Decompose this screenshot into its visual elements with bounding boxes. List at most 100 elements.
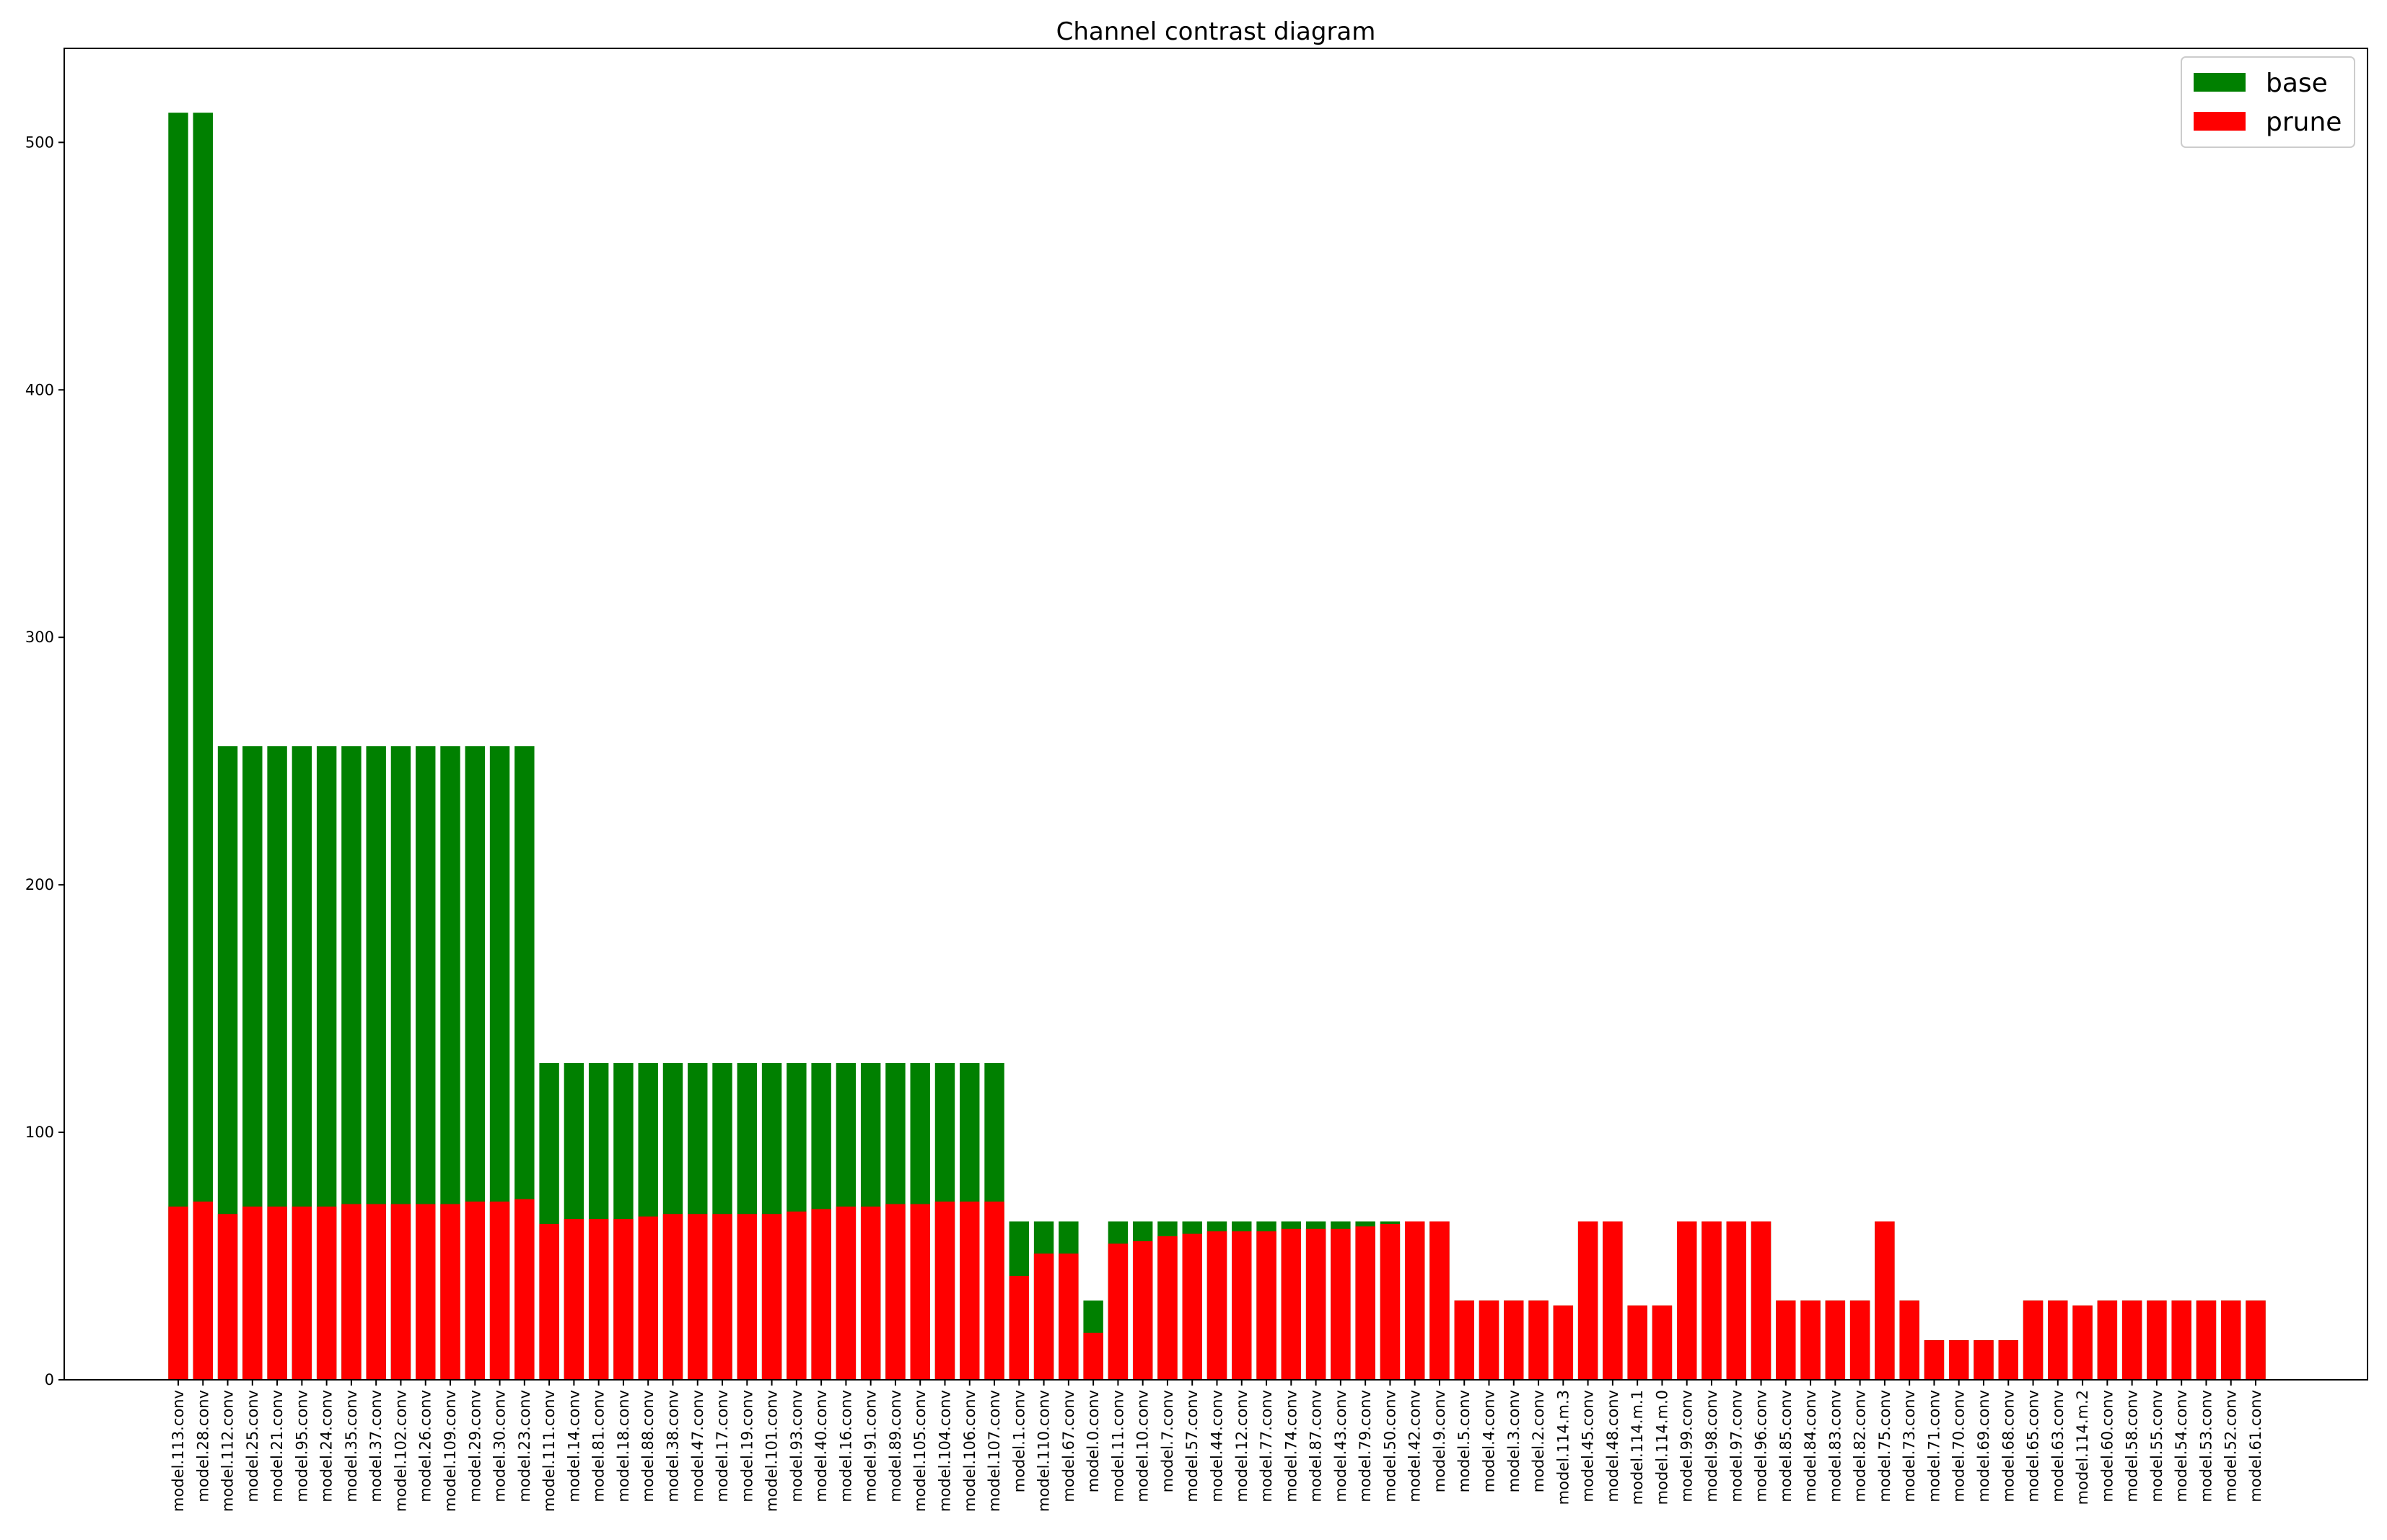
bar-prune-15 [539,1223,559,1380]
bar-prune-40 [1157,1236,1178,1380]
bar-prune-37 [1083,1332,1103,1380]
x-tick-label: model.99.conv [1678,1390,1696,1502]
x-tick-label: model.96.conv [1753,1390,1770,1502]
x-tick-label: model.91.conv [862,1390,880,1502]
x-tick-label: model.69.conv [1975,1390,1992,1502]
x-tick-label: model.21.conv [268,1390,286,1502]
bar-prune-70 [1899,1300,1919,1380]
bar-prune-27 [836,1206,857,1380]
legend-swatch-prune [2194,112,2246,131]
bar-prune-66 [1800,1300,1821,1380]
bar-prune-62 [1701,1221,1722,1380]
bar-prune-63 [1726,1221,1746,1380]
bar-prune-6 [316,1206,337,1380]
bar-prune-1 [193,1202,213,1380]
x-tick-label: model.5.conv [1455,1390,1473,1492]
x-tick-label: model.26.conv [417,1390,434,1502]
x-tick-label: model.16.conv [837,1390,854,1502]
x-tick-label: model.57.conv [1183,1390,1201,1502]
y-tick-label: 300 [25,629,54,646]
bar-prune-53 [1479,1300,1499,1380]
bar-prune-36 [1059,1254,1079,1380]
x-tick-label: model.23.conv [516,1390,533,1502]
bar-prune-52 [1454,1300,1474,1380]
bar-prune-9 [390,1204,411,1380]
x-tick-label: model.114.m.3 [1554,1390,1572,1505]
chart-title: Channel contrast diagram [1056,17,1376,46]
plot-frame [63,48,2368,1381]
bar-prune-5 [292,1206,312,1380]
x-tick-label: model.88.conv [639,1390,657,1502]
bar-prune-41 [1182,1233,1202,1380]
x-tick-label: model.3.conv [1505,1390,1523,1492]
x-tick-label: model.87.conv [1308,1390,1325,1502]
y-axis: 0 100 200 300 400 500 [25,134,64,1388]
x-tick-label: model.97.conv [1727,1390,1745,1502]
bar-prune-47 [1331,1228,1351,1380]
bar-prune-72 [1949,1340,1969,1380]
bar-prune-23 [737,1214,758,1380]
bar-prune-65 [1776,1300,1796,1380]
bar-prune-59 [1627,1305,1647,1380]
bar-prune-81 [2171,1300,2191,1380]
bar-prune-22 [712,1214,732,1380]
x-tick-label: model.68.conv [2000,1390,2017,1502]
bar-prune-20 [662,1214,683,1380]
x-tick-label: model.85.conv [1777,1390,1795,1502]
x-tick-label: model.110.conv [1035,1390,1053,1512]
bar-prune-73 [1974,1340,1994,1380]
x-tick-label: model.63.conv [2049,1390,2067,1502]
bar-prune-58 [1603,1221,1623,1380]
bar-prune-84 [2246,1300,2266,1380]
x-tick-label: model.112.conv [219,1390,237,1512]
x-tick-label: model.52.conv [2222,1390,2240,1502]
y-tick-label: 100 [25,1124,54,1141]
bar-prune-82 [2196,1300,2217,1380]
bar-prune-68 [1849,1300,1870,1380]
x-tick-label: model.35.conv [343,1390,360,1502]
bar-prune-17 [588,1219,609,1380]
x-tick-label: model.104.conv [936,1390,953,1512]
x-tick-label: model.14.conv [565,1390,582,1502]
bar-prune-18 [613,1219,634,1380]
x-tick-label: model.83.conv [1826,1390,1844,1502]
bar-prune-28 [860,1206,881,1380]
bar-prune-35 [1033,1254,1054,1380]
x-tick-label: model.38.conv [664,1390,681,1502]
x-tick-label: model.54.conv [2173,1390,2190,1502]
bar-prune-29 [885,1204,906,1380]
x-tick-label: model.111.conv [540,1390,558,1512]
x-tick-label: model.29.conv [466,1390,483,1502]
bar-prune-7 [341,1204,362,1380]
x-tick-label: model.105.conv [911,1390,929,1512]
bar-prune-44 [1256,1231,1276,1380]
x-tick-label: model.42.conv [1406,1390,1424,1502]
bar-prune-74 [1998,1340,2018,1380]
x-tick-label: model.81.conv [590,1390,608,1502]
bar-prune-78 [2097,1300,2118,1380]
x-tick-label: model.79.conv [1357,1390,1374,1502]
x-tick-label: model.102.conv [392,1390,409,1512]
x-tick-label: model.113.conv [170,1390,187,1512]
x-tick-label: model.18.conv [615,1390,632,1502]
x-tick-label: model.2.conv [1530,1390,1547,1492]
x-tick-label: model.93.conv [788,1390,805,1502]
bar-prune-71 [1924,1340,1945,1380]
x-tick-label: model.0.conv [1085,1390,1102,1492]
x-tick-label: model.114.m.2 [2074,1390,2091,1505]
x-tick-label: model.12.conv [1233,1390,1251,1502]
x-tick-label: model.107.conv [986,1390,1003,1512]
x-axis: model.113.conv model.28.conv model.112.con… [170,1380,2264,1512]
bar-prune-76 [2048,1300,2068,1380]
bar-prune-34 [1009,1275,1030,1380]
x-tick-label: model.114.m.0 [1653,1390,1670,1505]
y-tick-label: 200 [25,876,54,893]
bar-prune-12 [465,1202,485,1380]
bar-prune-46 [1305,1228,1326,1380]
bar-prune-26 [811,1209,831,1380]
bar-prune-48 [1355,1226,1375,1380]
bar-prune-80 [2147,1300,2167,1380]
x-tick-label: model.48.conv [1604,1390,1621,1502]
x-tick-label: model.84.conv [1802,1390,1819,1502]
x-tick-label: model.55.conv [2148,1390,2165,1502]
